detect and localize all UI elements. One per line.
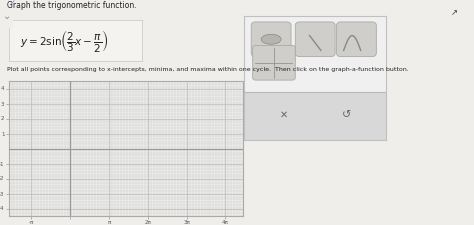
Ellipse shape xyxy=(261,34,281,44)
Text: $y = 2\sin\!\left(\dfrac{2}{3}x - \dfrac{\pi}{2}\right)$: $y = 2\sin\!\left(\dfrac{2}{3}x - \dfrac… xyxy=(20,27,109,54)
Text: ↗: ↗ xyxy=(450,8,457,17)
Bar xyxy=(244,92,386,140)
FancyBboxPatch shape xyxy=(337,22,376,56)
FancyBboxPatch shape xyxy=(251,22,291,56)
Text: ⌄: ⌄ xyxy=(3,11,11,21)
Text: ✕: ✕ xyxy=(280,110,288,120)
Text: Plot all points corresponding to x-intercepts, minima, and maxima within one cyc: Plot all points corresponding to x-inter… xyxy=(7,68,409,72)
Text: ↺: ↺ xyxy=(342,110,351,120)
Text: ✓: ✓ xyxy=(9,0,15,7)
FancyBboxPatch shape xyxy=(295,22,335,56)
Text: Graph the trigonometric function.: Graph the trigonometric function. xyxy=(7,1,137,10)
FancyBboxPatch shape xyxy=(253,45,295,80)
